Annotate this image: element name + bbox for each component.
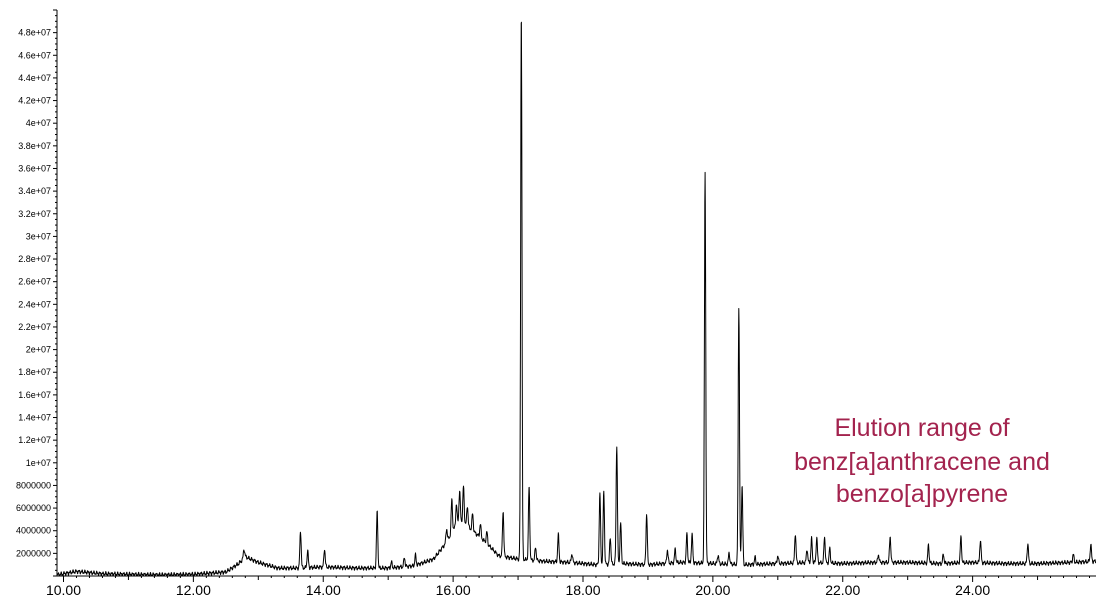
x-tick-label: 14.00 [306, 582, 341, 598]
y-tick-label: 1.8e+07 [18, 367, 51, 377]
y-tick-label: 1e+07 [26, 458, 51, 468]
annotation-line: Elution range of [834, 414, 1009, 442]
x-tick-label: 22.00 [825, 582, 860, 598]
x-tick-label: 10.00 [46, 582, 81, 598]
y-tick-label: 3.2e+07 [18, 209, 51, 219]
y-tick-label: 2000000 [16, 548, 51, 558]
y-tick-label: 4.4e+07 [18, 73, 51, 83]
y-tick-label: 3.8e+07 [18, 141, 51, 151]
y-tick-label: 3.6e+07 [18, 163, 51, 173]
y-tick-label: 4.2e+07 [18, 96, 51, 106]
y-tick-label: 4.8e+07 [18, 28, 51, 38]
y-axis: 2000000 4000000 6000000 8000000 1e+07 1.2e+07… [16, 9, 58, 577]
x-tick-label: 16.00 [436, 582, 471, 598]
y-tick-label: 8000000 [16, 480, 51, 490]
y-tick-label: 6000000 [16, 503, 51, 513]
chromatogram-trace [56, 21, 1096, 577]
elution-annotation: Elution range of benz[a]anthracene and ben… [794, 414, 1050, 508]
x-tick-label: 20.00 [695, 582, 730, 598]
x-axis: 10.00 12.00 14.00 16.00 18.00 20.00 22.00 24.00 [46, 575, 1096, 598]
annotation-line: benz[a]anthracene and [794, 448, 1050, 476]
y-tick-label: 2.6e+07 [18, 277, 51, 287]
y-tick-label: 3e+07 [26, 231, 51, 241]
x-tick-label: 18.00 [565, 582, 600, 598]
annotation-line: benzo[a]pyrene [836, 480, 1008, 508]
y-tick-label: 3.4e+07 [18, 186, 51, 196]
x-tick-label: 24.00 [955, 582, 990, 598]
y-tick-label: 2.4e+07 [18, 299, 51, 309]
y-tick-label: 1.2e+07 [18, 435, 51, 445]
y-tick-label: 1.4e+07 [18, 413, 51, 423]
y-tick-label: 1.6e+07 [18, 390, 51, 400]
y-tick-label: 4e+07 [26, 118, 51, 128]
x-tick-label: 12.00 [176, 582, 211, 598]
y-tick-label: 4000000 [16, 526, 51, 536]
y-tick-label: 2e+07 [26, 345, 51, 355]
y-tick-label: 2.8e+07 [18, 254, 51, 264]
y-tick-label: 2.2e+07 [18, 322, 51, 332]
y-tick-label: 4.6e+07 [18, 50, 51, 60]
